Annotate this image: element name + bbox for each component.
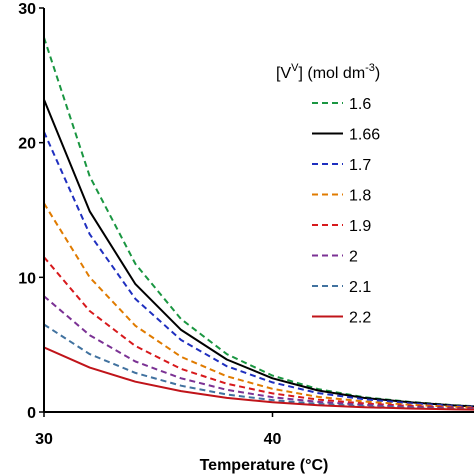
x-tick-label: 30 (35, 431, 53, 448)
axes (43, 8, 474, 413)
legend-label: 1.9 (349, 218, 371, 235)
y-tick-label: 0 (27, 405, 36, 422)
y-tick-label: 30 (18, 1, 36, 18)
legend-label: 1.66 (349, 127, 380, 144)
y-tick-label: 10 (18, 270, 36, 287)
tick-labels: 0 10 20 30 30 40 (18, 1, 281, 448)
x-tick-label: 40 (264, 431, 282, 448)
y-tick-label: 20 (18, 136, 36, 153)
series-line-2-1 (44, 323, 474, 411)
series-line-1-6 (44, 37, 474, 408)
series-line-2-2 (44, 346, 474, 411)
series-line-1-9 (44, 256, 474, 410)
legend-title: [VV] (mol dm-3) (276, 62, 380, 82)
series-line-1-66 (44, 99, 474, 408)
x-axis-title: Temperature (°C) (200, 457, 329, 474)
legend-label: 2.2 (349, 310, 371, 327)
series-line-1-8 (44, 202, 474, 409)
legend-label: 2.1 (349, 279, 371, 296)
series-line-2 (44, 295, 474, 410)
legend-label: 1.8 (349, 188, 371, 205)
series-layer (44, 37, 474, 411)
series-line-1-7 (44, 131, 474, 408)
legend-label: 1.6 (349, 96, 371, 113)
legend-label: 1.7 (349, 157, 371, 174)
legend: [VV] (mol dm-3) 1.6 1.66 1.7 1.8 1.9 2 2.1 2.2 (276, 62, 380, 327)
legend-label: 2 (349, 249, 358, 266)
